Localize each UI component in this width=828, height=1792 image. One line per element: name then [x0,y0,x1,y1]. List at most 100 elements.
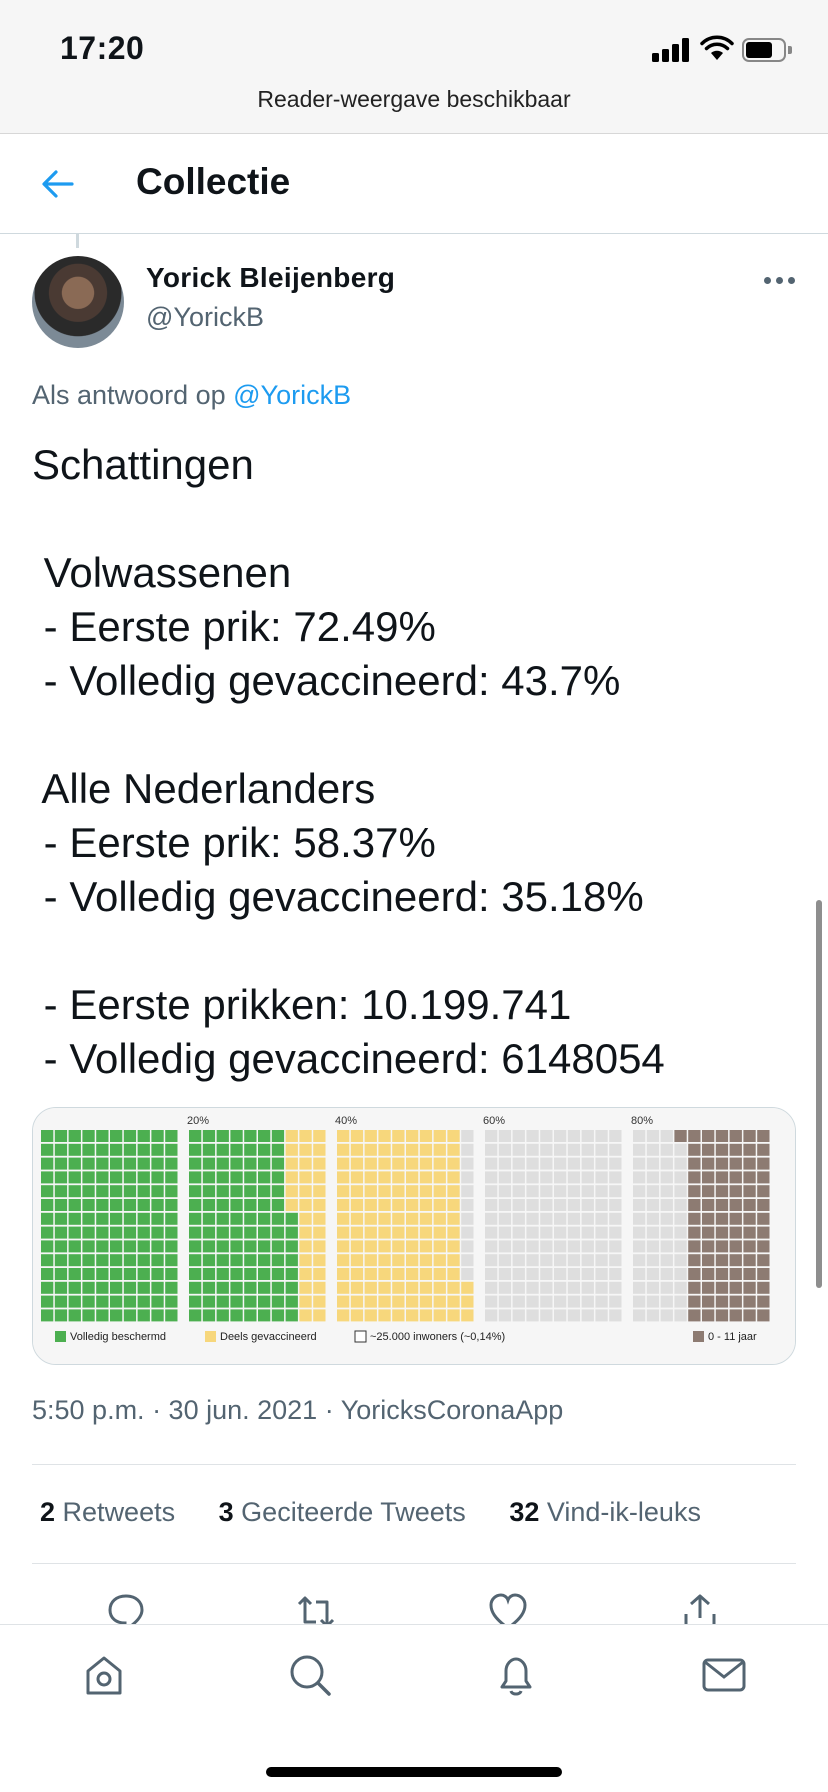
waffle-cell [609,1240,622,1253]
waffle-cell [285,1295,298,1308]
tweet-timestamp[interactable]: 5:50 p.m. · 30 jun. 2021 · YoricksCorona… [32,1395,564,1425]
waffle-cell [581,1171,594,1184]
share-icon[interactable] [680,1592,720,1624]
waffle-cell [54,1240,68,1253]
avatar[interactable] [32,256,124,348]
waffle-cell [461,1171,474,1184]
waffle-cell [702,1254,715,1267]
waffle-cell [646,1281,660,1294]
tweet-image-chart[interactable]: 20% 40% 60% 80% Volledig beschermd Deels geva… [32,1107,796,1365]
waffle-cell [202,1143,216,1156]
waffle-cell [258,1309,271,1322]
waffle-cell [165,1199,178,1211]
waffle-cell [595,1309,608,1322]
waffle-cell [554,1157,567,1170]
waffle-cell [512,1199,525,1211]
divider [32,1464,796,1465]
waffle-cell [41,1295,54,1308]
waffle-cell [68,1240,81,1253]
quote-tweets-stat[interactable]: 3 Geciteerde Tweets [219,1497,466,1527]
waffle-cell [633,1143,646,1156]
waffle-cell [151,1240,164,1253]
waffle-cell [646,1226,660,1239]
waffle-cell [646,1212,660,1225]
waffle-cell [271,1240,285,1253]
waffle-cell [137,1130,150,1142]
waffle-cell [299,1143,312,1156]
waffle-cell [68,1212,81,1225]
waffle-cell [54,1254,68,1267]
waffle-cell [337,1143,350,1156]
waffle-cell [540,1157,553,1170]
waffle-cell [554,1268,567,1280]
waffle-cell [151,1226,164,1239]
waffle-cell [461,1309,474,1322]
waffle-cell [461,1185,474,1198]
waffle-cell [554,1143,567,1156]
tweet-line: - Eerste prikken: 10.199.741 [32,981,572,1028]
waffle-cell [378,1281,391,1294]
waffle-cell [715,1185,729,1198]
waffle-cell [151,1281,164,1294]
legend-swatch [693,1331,704,1342]
waffle-cell [123,1171,137,1184]
author-name[interactable]: Yorick Bleijenberg [146,262,396,293]
reader-view-label[interactable]: Reader-weergave beschikbaar [257,86,571,112]
search-icon[interactable] [286,1651,334,1699]
waffle-cell [581,1309,594,1322]
reply-icon[interactable] [106,1592,146,1624]
scrollbar[interactable] [816,900,822,1288]
waffle-cell [364,1185,377,1198]
waffle-cell [313,1281,326,1294]
waffle-cell [110,1309,123,1322]
waffle-cell [189,1199,202,1211]
waffle-cell [216,1171,229,1184]
waffle-cell [433,1171,446,1184]
waffle-cell [526,1226,539,1239]
retweets-stat[interactable]: 2 Retweets [40,1497,175,1527]
waffle-cell [202,1185,216,1198]
more-options-icon[interactable] [764,270,796,290]
waffle-cell [392,1281,405,1294]
battery-icon [742,38,792,62]
waffle-cell [743,1212,756,1225]
waffle-cell [702,1295,715,1308]
waffle-cell [633,1226,646,1239]
arrow-left-icon[interactable] [38,164,78,204]
waffle-cell [419,1226,433,1239]
legend-swatch [205,1331,216,1342]
waffle-cell [540,1212,553,1225]
waffle-cell [485,1226,498,1239]
waffle-cell [567,1157,581,1170]
home-icon[interactable] [80,1651,128,1699]
waffle-cell [230,1226,243,1239]
notifications-icon[interactable] [492,1651,540,1699]
waffle-cell [526,1185,539,1198]
waffle-cell [313,1240,326,1253]
waffle-cell [526,1309,539,1322]
waffle-cell [433,1309,446,1322]
waffle-cell [447,1240,460,1253]
waffle-cell [202,1268,216,1280]
waffle-cell [433,1199,446,1211]
waffle-cell [702,1185,715,1198]
waffle-cell [729,1295,742,1308]
messages-icon[interactable] [700,1651,748,1699]
waffle-cell [674,1199,687,1211]
waffle-cell [337,1254,350,1267]
tweet-line: - Volledig gevaccineerd: 43.7% [32,657,621,704]
waffle-cell [688,1295,701,1308]
waffle-cell [337,1171,350,1184]
waffle-cell [567,1130,581,1142]
reply-context: Als antwoord op @YorickB [32,380,351,411]
like-icon[interactable] [488,1592,528,1624]
waffle-cell [165,1226,178,1239]
waffle-cell [137,1240,150,1253]
reply-mention-link[interactable]: @YorickB [233,380,352,410]
waffle-cell [96,1199,109,1211]
waffle-cell [581,1199,594,1211]
likes-stat[interactable]: 32 Vind-ik-leuks [509,1497,701,1527]
waffle-cell [350,1268,364,1280]
author-handle[interactable]: @YorickB [146,302,264,332]
retweet-icon[interactable] [296,1592,336,1624]
